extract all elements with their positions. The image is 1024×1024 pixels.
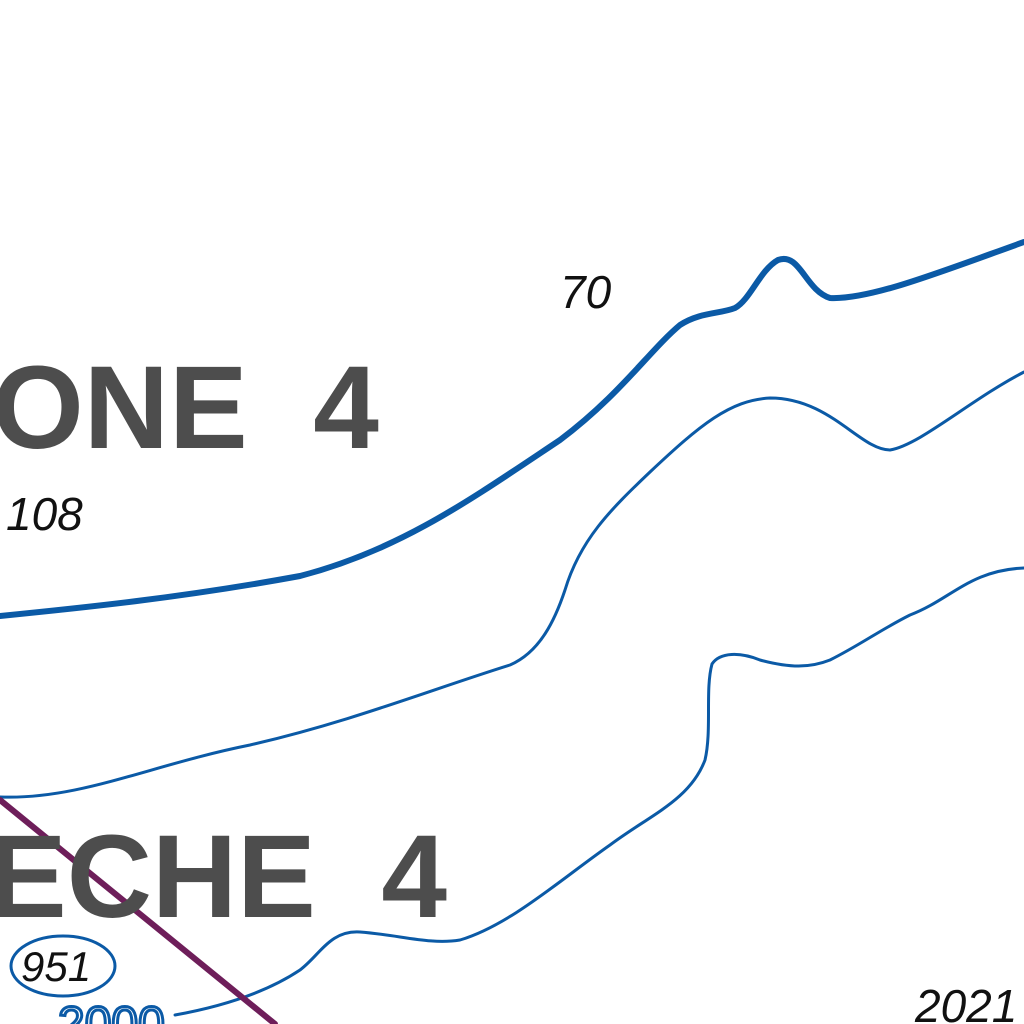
depth-contour-middle: [0, 370, 1024, 799]
sounding-2021: 2021: [914, 980, 1017, 1024]
sounding-70: 70: [560, 266, 612, 318]
depth-contour-upper: [0, 239, 1024, 619]
zone-label-lower: ECHE 4: [0, 811, 447, 943]
depth-contour-lower: [173, 566, 1024, 1017]
maritime-limit-line: [0, 797, 278, 1024]
sounding-108: 108: [6, 488, 83, 540]
contour-label-2000: 2000: [58, 998, 165, 1024]
sounding-951-outline: [9, 934, 117, 998]
sounding-951: 951: [21, 943, 91, 990]
zone-label-upper: ONE 4: [0, 342, 379, 474]
